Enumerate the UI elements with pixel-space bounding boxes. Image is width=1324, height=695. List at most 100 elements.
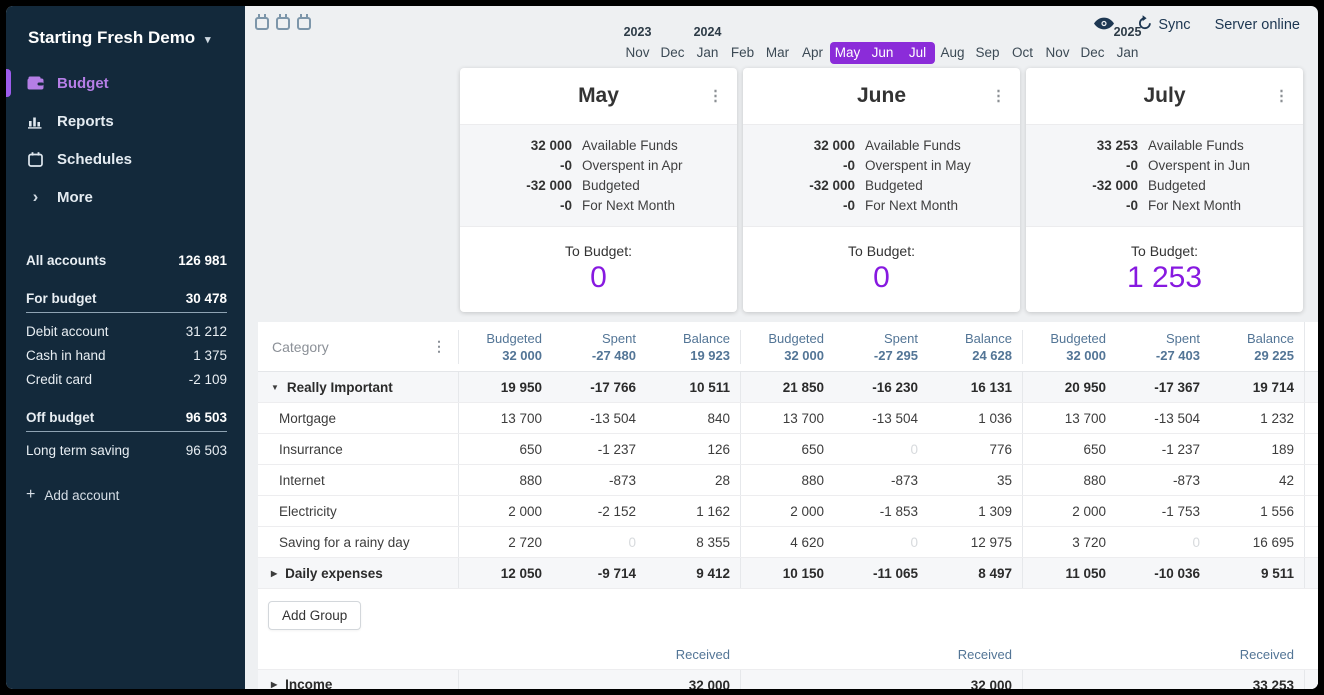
calendar-one-month-icon[interactable] (255, 17, 269, 30)
card-menu-icon[interactable]: ⋮ (991, 89, 1006, 104)
month-button-feb-3[interactable]: Feb (725, 42, 760, 64)
budget-cell[interactable]: 35 (928, 465, 1022, 495)
sync-button[interactable]: Sync (1138, 15, 1190, 35)
category-name-cell[interactable]: Mortgage (258, 411, 458, 426)
budget-cell[interactable]: -13 504 (1116, 403, 1210, 433)
income-received-cell[interactable]: 32 000 (646, 670, 740, 689)
budget-cell[interactable]: 2 720 (458, 527, 552, 557)
month-button-mar-4[interactable]: Mar (760, 42, 795, 64)
budget-cell[interactable]: -1 237 (1116, 434, 1210, 464)
budget-cell[interactable]: 189 (1210, 434, 1304, 464)
sidebar-item-budget[interactable]: Budget (6, 64, 245, 102)
budget-cell[interactable]: 8 497 (928, 558, 1022, 588)
budget-cell[interactable]: 10 150 (740, 558, 834, 588)
budget-cell[interactable]: -16 230 (834, 372, 928, 402)
budget-cell[interactable]: 16 695 (1210, 527, 1304, 557)
budget-cell[interactable]: -873 (1116, 465, 1210, 495)
budget-cell[interactable]: 776 (928, 434, 1022, 464)
budget-cell[interactable]: 10 511 (646, 372, 740, 402)
budget-cell[interactable]: 840 (646, 403, 740, 433)
account-row-credit[interactable]: Credit card -2 109 (26, 367, 227, 391)
month-button-dec-13[interactable]: Dec (1075, 42, 1110, 64)
category-menu-icon[interactable]: ⋮ (432, 338, 446, 355)
budget-cell[interactable]: 3 720 (1022, 527, 1116, 557)
budget-cell[interactable]: 20 950 (1022, 372, 1116, 402)
budget-cell[interactable]: 2 000 (740, 496, 834, 526)
for-budget-header[interactable]: For budget 30 478 (26, 287, 227, 313)
expand-arrow-icon[interactable]: ▶ (271, 680, 277, 689)
budget-cell[interactable]: 21 850 (740, 372, 834, 402)
add-account-button[interactable]: + Add account (26, 486, 227, 504)
budget-cell[interactable]: 28 (646, 465, 740, 495)
budget-cell[interactable]: 19 950 (458, 372, 552, 402)
budget-cell[interactable]: 8 355 (646, 527, 740, 557)
month-button-may-6[interactable]: May (830, 42, 865, 64)
month-button-dec-1[interactable]: Dec (655, 42, 690, 64)
budget-cell[interactable]: 42 (1210, 465, 1304, 495)
budget-cell[interactable]: -17 367 (1116, 372, 1210, 402)
month-button-jan-14[interactable]: Jan (1110, 42, 1145, 64)
budget-cell[interactable]: 13 700 (458, 403, 552, 433)
budget-cell[interactable]: 1 232 (1210, 403, 1304, 433)
account-row-debit[interactable]: Debit account 31 212 (26, 319, 227, 343)
category-name-cell[interactable]: Saving for a rainy day (258, 535, 458, 550)
budget-cell[interactable]: 11 050 (1022, 558, 1116, 588)
budget-cell[interactable]: 650 (458, 434, 552, 464)
budget-cell[interactable]: -2 152 (552, 496, 646, 526)
privacy-toggle[interactable] (1094, 17, 1114, 34)
budget-cell[interactable]: 12 050 (458, 558, 552, 588)
file-menu-button[interactable]: Starting Fresh Demo ▾ (6, 6, 245, 62)
budget-cell[interactable]: -13 504 (552, 403, 646, 433)
off-budget-header[interactable]: Off budget 96 503 (26, 406, 227, 432)
budget-cell[interactable]: 0 (1116, 527, 1210, 557)
budget-cell[interactable]: -1 237 (552, 434, 646, 464)
to-budget-value[interactable]: 0 (590, 261, 607, 295)
month-button-jan-2[interactable]: Jan (690, 42, 725, 64)
budget-cell[interactable]: 12 975 (928, 527, 1022, 557)
budget-cell[interactable]: 9 511 (1210, 558, 1304, 588)
budget-cell[interactable]: 13 700 (1022, 403, 1116, 433)
add-group-button[interactable]: Add Group (268, 601, 361, 630)
budget-cell[interactable]: -1 853 (834, 496, 928, 526)
month-button-sep-10[interactable]: Sep (970, 42, 1005, 64)
budget-cell[interactable]: 19 714 (1210, 372, 1304, 402)
budget-cell[interactable]: 880 (458, 465, 552, 495)
income-name-cell[interactable]: ▶Income (258, 677, 458, 689)
account-row-longterm[interactable]: Long term saving 96 503 (26, 438, 227, 462)
budget-cell[interactable]: 1 309 (928, 496, 1022, 526)
month-button-nov-0[interactable]: Nov (620, 42, 655, 64)
card-menu-icon[interactable]: ⋮ (708, 89, 723, 104)
category-name-cell[interactable]: Insurrance (258, 442, 458, 457)
budget-cell[interactable]: 650 (1022, 434, 1116, 464)
budget-cell[interactable]: 1 556 (1210, 496, 1304, 526)
budget-cell[interactable]: 9 412 (646, 558, 740, 588)
budget-cell[interactable]: -11 065 (834, 558, 928, 588)
month-button-aug-9[interactable]: Aug (935, 42, 970, 64)
account-row-cash[interactable]: Cash in hand 1 375 (26, 343, 227, 367)
budget-cell[interactable]: 126 (646, 434, 740, 464)
budget-cell[interactable]: 0 (552, 527, 646, 557)
category-name-cell[interactable]: Electricity (258, 504, 458, 519)
category-name-cell[interactable]: ▶ Daily expenses (258, 566, 458, 581)
budget-cell[interactable]: 16 131 (928, 372, 1022, 402)
budget-cell[interactable]: -13 504 (834, 403, 928, 433)
month-button-apr-5[interactable]: Apr (795, 42, 830, 64)
card-menu-icon[interactable]: ⋮ (1274, 89, 1289, 104)
to-budget-value[interactable]: 1 253 (1127, 261, 1202, 295)
sidebar-item-more[interactable]: › More (6, 178, 245, 216)
income-received-cell[interactable]: 33 253 (1210, 670, 1304, 689)
sidebar-item-schedules[interactable]: Schedules (6, 140, 245, 178)
budget-cell[interactable]: -873 (834, 465, 928, 495)
budget-cell[interactable]: 880 (740, 465, 834, 495)
budget-cell[interactable]: -17 766 (552, 372, 646, 402)
budget-cell[interactable]: -1 753 (1116, 496, 1210, 526)
sidebar-item-reports[interactable]: Reports (6, 102, 245, 140)
calendar-two-month-icon[interactable] (276, 17, 290, 30)
to-budget-value[interactable]: 0 (873, 261, 890, 295)
month-button-jun-7[interactable]: Jun (865, 42, 900, 64)
budget-cell[interactable]: 0 (834, 434, 928, 464)
category-name-cell[interactable]: ▼ Really Important (258, 380, 458, 395)
budget-cell[interactable]: 2 000 (1022, 496, 1116, 526)
budget-cell[interactable]: 13 700 (740, 403, 834, 433)
expand-arrow-icon[interactable]: ▼ (271, 383, 279, 392)
